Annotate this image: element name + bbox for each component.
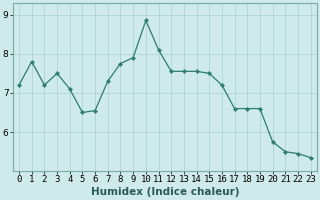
X-axis label: Humidex (Indice chaleur): Humidex (Indice chaleur) (91, 187, 239, 197)
